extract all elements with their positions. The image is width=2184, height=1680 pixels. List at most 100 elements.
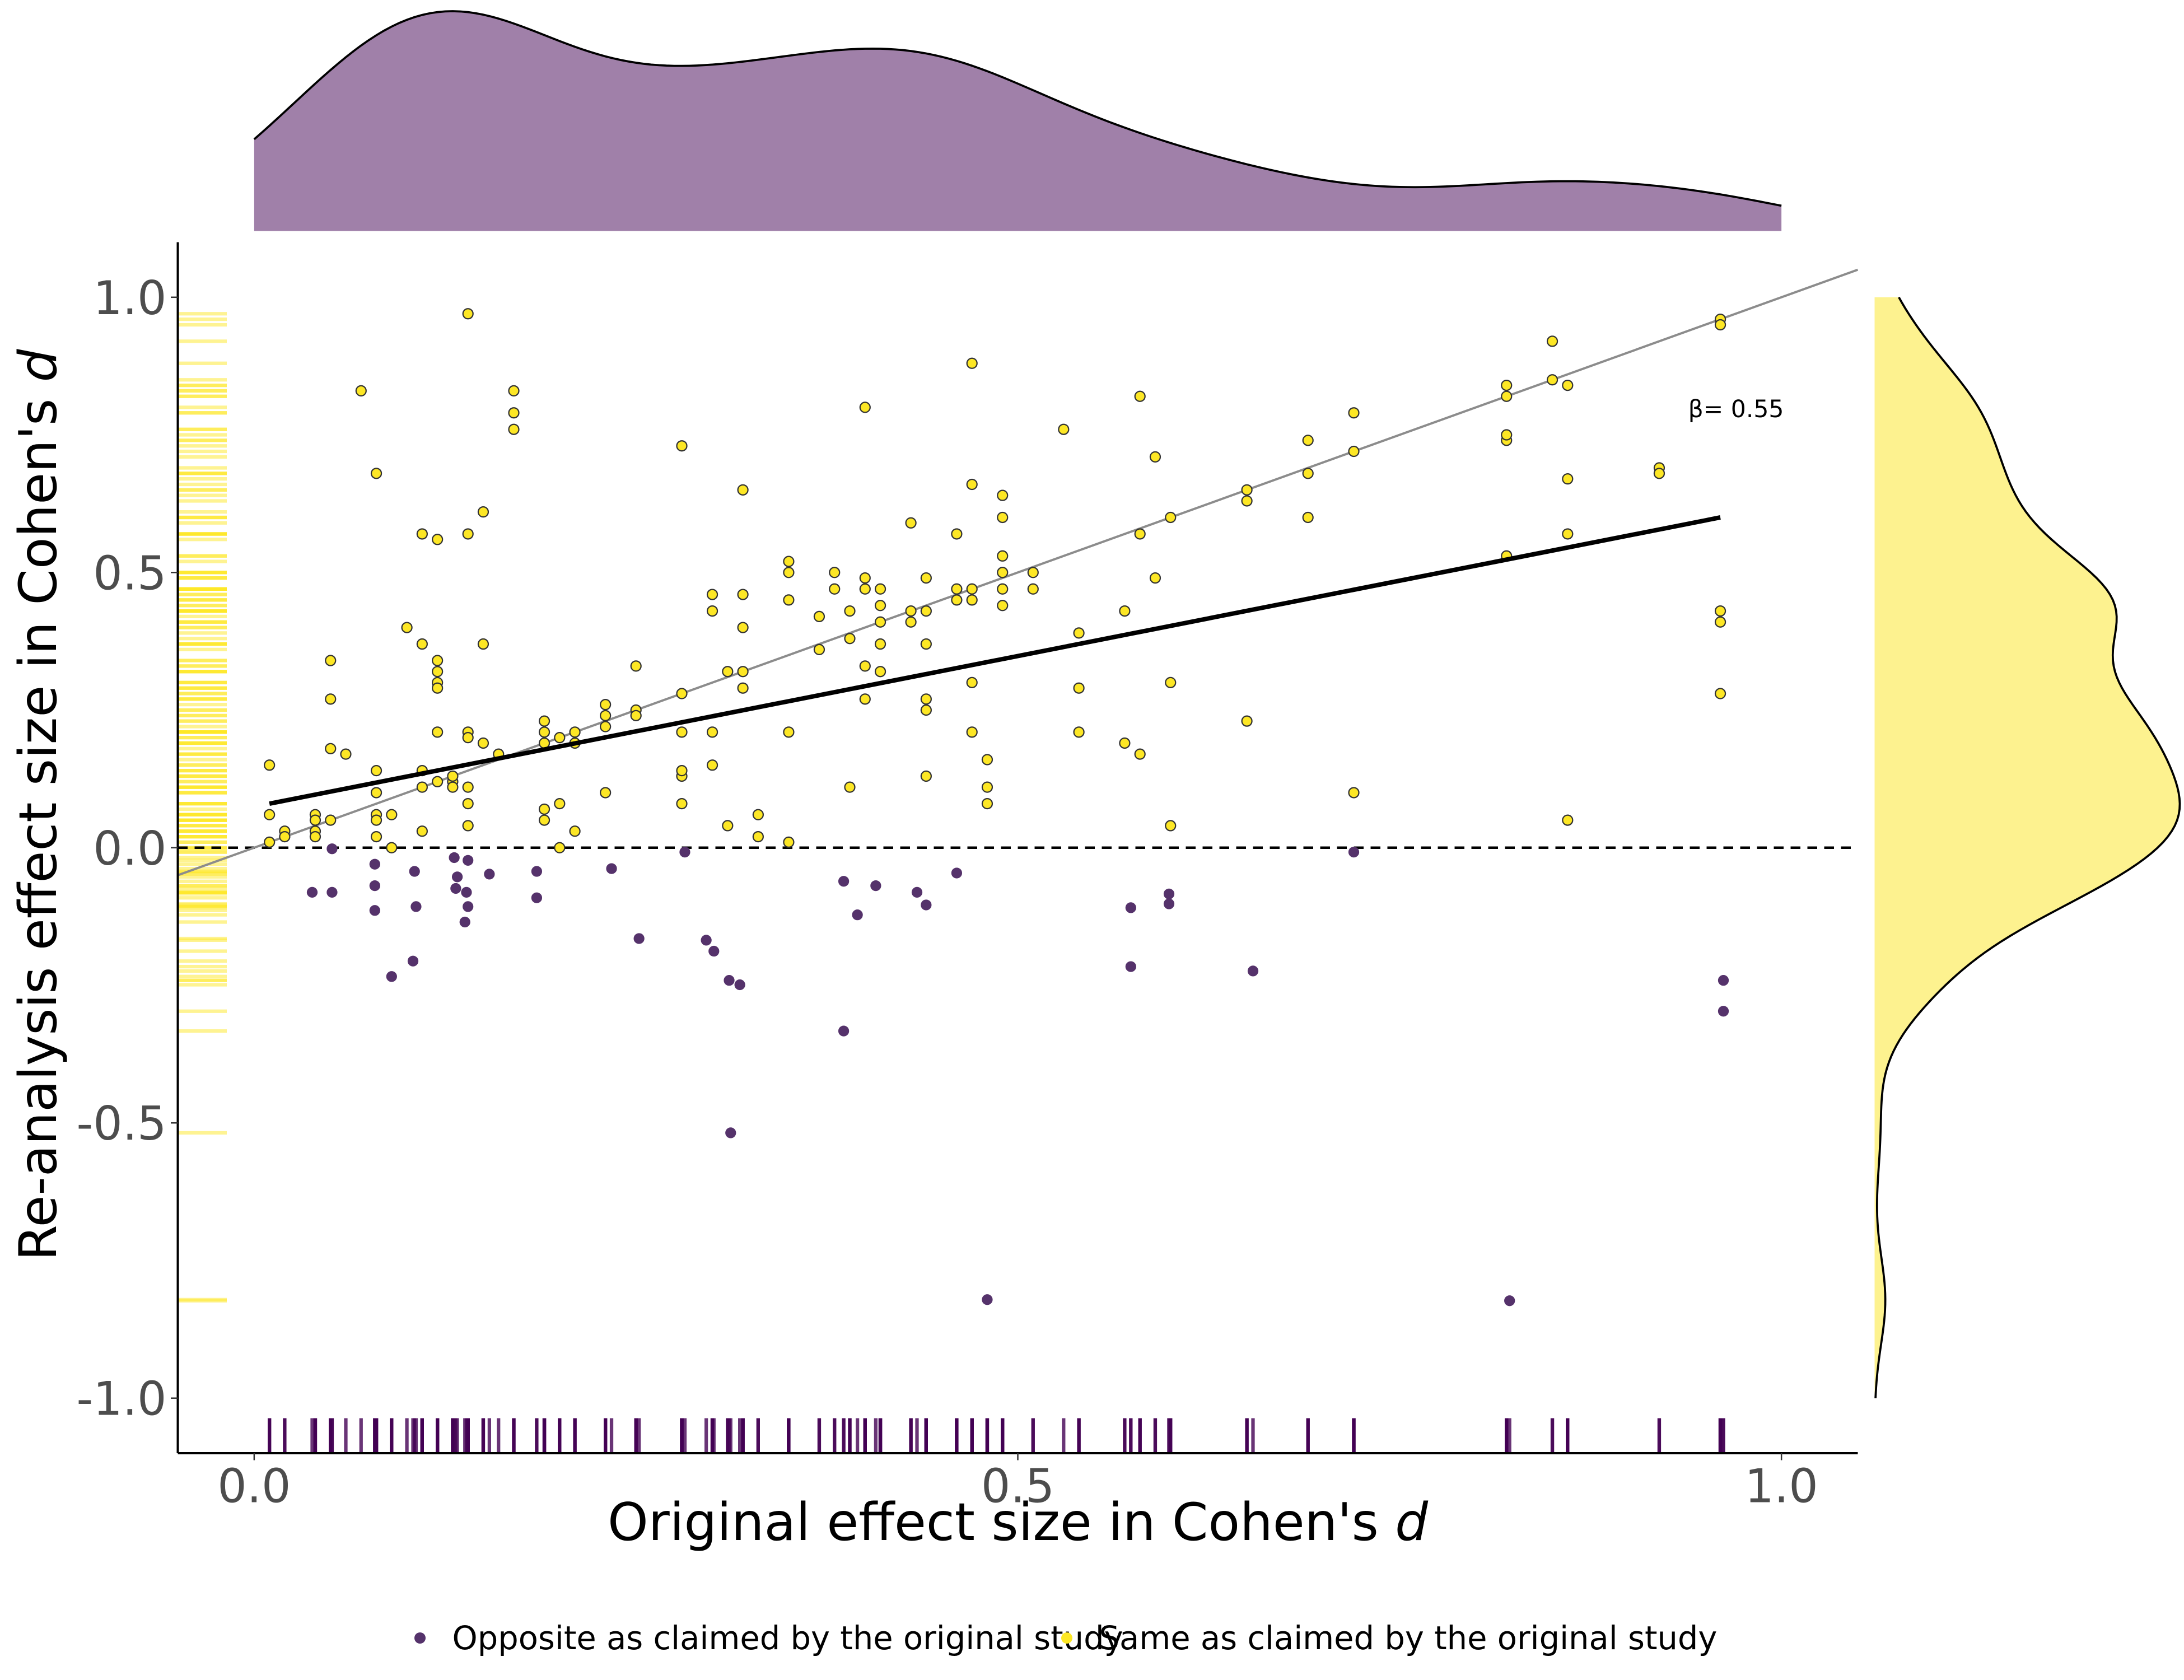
point — [844, 781, 856, 793]
point — [951, 583, 963, 595]
point — [432, 666, 444, 678]
point — [911, 886, 923, 898]
point — [432, 534, 444, 545]
point — [279, 830, 291, 843]
point — [630, 660, 642, 672]
point — [920, 605, 932, 617]
point — [1149, 451, 1161, 463]
point — [600, 721, 612, 732]
point — [676, 688, 688, 699]
point — [477, 506, 489, 518]
point — [325, 693, 337, 705]
point — [1718, 975, 1729, 986]
point — [326, 843, 338, 855]
point — [966, 478, 978, 491]
point — [1241, 484, 1253, 496]
point — [737, 484, 749, 496]
point — [966, 357, 978, 369]
point — [370, 830, 382, 843]
point — [1302, 435, 1314, 446]
point — [1165, 511, 1177, 524]
point — [370, 814, 382, 826]
point — [407, 955, 419, 967]
point — [432, 776, 444, 787]
point — [340, 748, 352, 760]
point — [449, 852, 460, 864]
point — [1134, 748, 1146, 760]
point — [829, 567, 841, 578]
point — [416, 528, 428, 540]
point — [569, 825, 581, 837]
point — [783, 726, 795, 738]
y-tick-label: 0.5 — [93, 547, 166, 600]
point — [1125, 902, 1136, 913]
point — [724, 975, 735, 986]
point — [920, 638, 932, 650]
point — [630, 710, 642, 721]
point — [462, 308, 474, 320]
point — [1241, 495, 1253, 507]
point — [531, 892, 543, 903]
point — [451, 871, 463, 883]
x-axis-title-italic: d — [1395, 1492, 1429, 1552]
point — [306, 886, 318, 898]
legend-label: Opposite as claimed by the original stud… — [452, 1620, 1123, 1657]
point — [874, 638, 886, 650]
point — [676, 726, 688, 738]
point — [1134, 390, 1146, 402]
point — [531, 866, 543, 877]
point — [508, 407, 520, 419]
point — [1562, 814, 1574, 826]
point — [409, 866, 420, 877]
point — [852, 909, 863, 921]
y-axis-title-italic: d — [8, 348, 68, 382]
point — [905, 605, 917, 617]
y-axis-title-text: Re-analysis effect size in Cohen's — [8, 382, 68, 1261]
point — [326, 886, 338, 898]
point — [432, 655, 444, 666]
point — [554, 842, 566, 853]
point — [706, 759, 718, 771]
point — [1501, 390, 1513, 402]
point — [966, 726, 978, 738]
point — [966, 594, 978, 606]
point — [1119, 605, 1131, 617]
point — [606, 863, 617, 874]
x-density-outline — [253, 10, 1782, 207]
x-tick-label: 0.5 — [981, 1460, 1054, 1514]
point — [462, 820, 474, 832]
point — [701, 935, 712, 946]
point — [920, 770, 932, 782]
y-density — [1874, 297, 2180, 1398]
point — [676, 765, 688, 777]
point — [813, 610, 825, 623]
point — [508, 423, 520, 435]
point — [844, 605, 856, 617]
point — [676, 440, 688, 452]
point — [1027, 567, 1039, 578]
point — [1073, 682, 1085, 694]
y-axis-title: Re-analysis effect size in Cohen's d — [8, 348, 68, 1261]
point — [1546, 374, 1558, 386]
point — [1073, 627, 1085, 639]
point — [462, 781, 474, 793]
point — [538, 814, 550, 826]
point — [508, 385, 520, 397]
point — [722, 666, 734, 678]
point — [1348, 846, 1360, 858]
point — [569, 726, 581, 738]
point — [920, 693, 932, 705]
point — [1125, 961, 1136, 972]
point — [874, 616, 886, 628]
point — [538, 803, 550, 815]
point — [1348, 787, 1360, 799]
point — [1348, 445, 1360, 458]
point — [450, 883, 461, 894]
point — [783, 567, 795, 578]
point — [1546, 335, 1558, 347]
point — [1302, 468, 1314, 479]
x-axis-title-text: Original effect size in Cohen's — [608, 1492, 1395, 1552]
point — [264, 809, 276, 820]
point — [708, 945, 720, 957]
point — [264, 836, 276, 848]
